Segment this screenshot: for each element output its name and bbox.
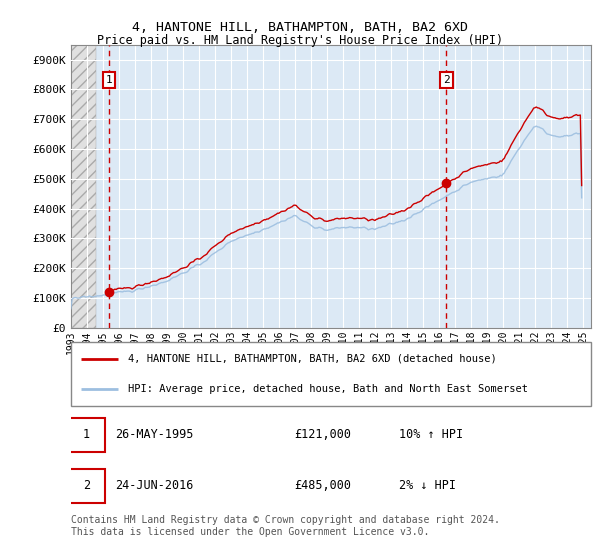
Text: HPI: Average price, detached house, Bath and North East Somerset: HPI: Average price, detached house, Bath… [128,384,528,394]
Text: 2: 2 [443,75,450,85]
FancyBboxPatch shape [68,469,104,503]
Text: 1: 1 [83,428,90,441]
Text: 4, HANTONE HILL, BATHAMPTON, BATH, BA2 6XD (detached house): 4, HANTONE HILL, BATHAMPTON, BATH, BA2 6… [128,354,497,364]
Text: 10% ↑ HPI: 10% ↑ HPI [398,428,463,441]
Text: Contains HM Land Registry data © Crown copyright and database right 2024.
This d: Contains HM Land Registry data © Crown c… [71,515,500,537]
FancyBboxPatch shape [68,418,104,452]
Text: 24-JUN-2016: 24-JUN-2016 [115,479,193,492]
FancyBboxPatch shape [71,342,591,406]
Text: 1: 1 [106,75,112,85]
Text: 4, HANTONE HILL, BATHAMPTON, BATH, BA2 6XD: 4, HANTONE HILL, BATHAMPTON, BATH, BA2 6… [132,21,468,34]
Text: 2: 2 [83,479,90,492]
Text: 2% ↓ HPI: 2% ↓ HPI [398,479,455,492]
Text: £485,000: £485,000 [295,479,352,492]
Text: Price paid vs. HM Land Registry's House Price Index (HPI): Price paid vs. HM Land Registry's House … [97,34,503,46]
Text: £121,000: £121,000 [295,428,352,441]
Text: 26-MAY-1995: 26-MAY-1995 [115,428,193,441]
